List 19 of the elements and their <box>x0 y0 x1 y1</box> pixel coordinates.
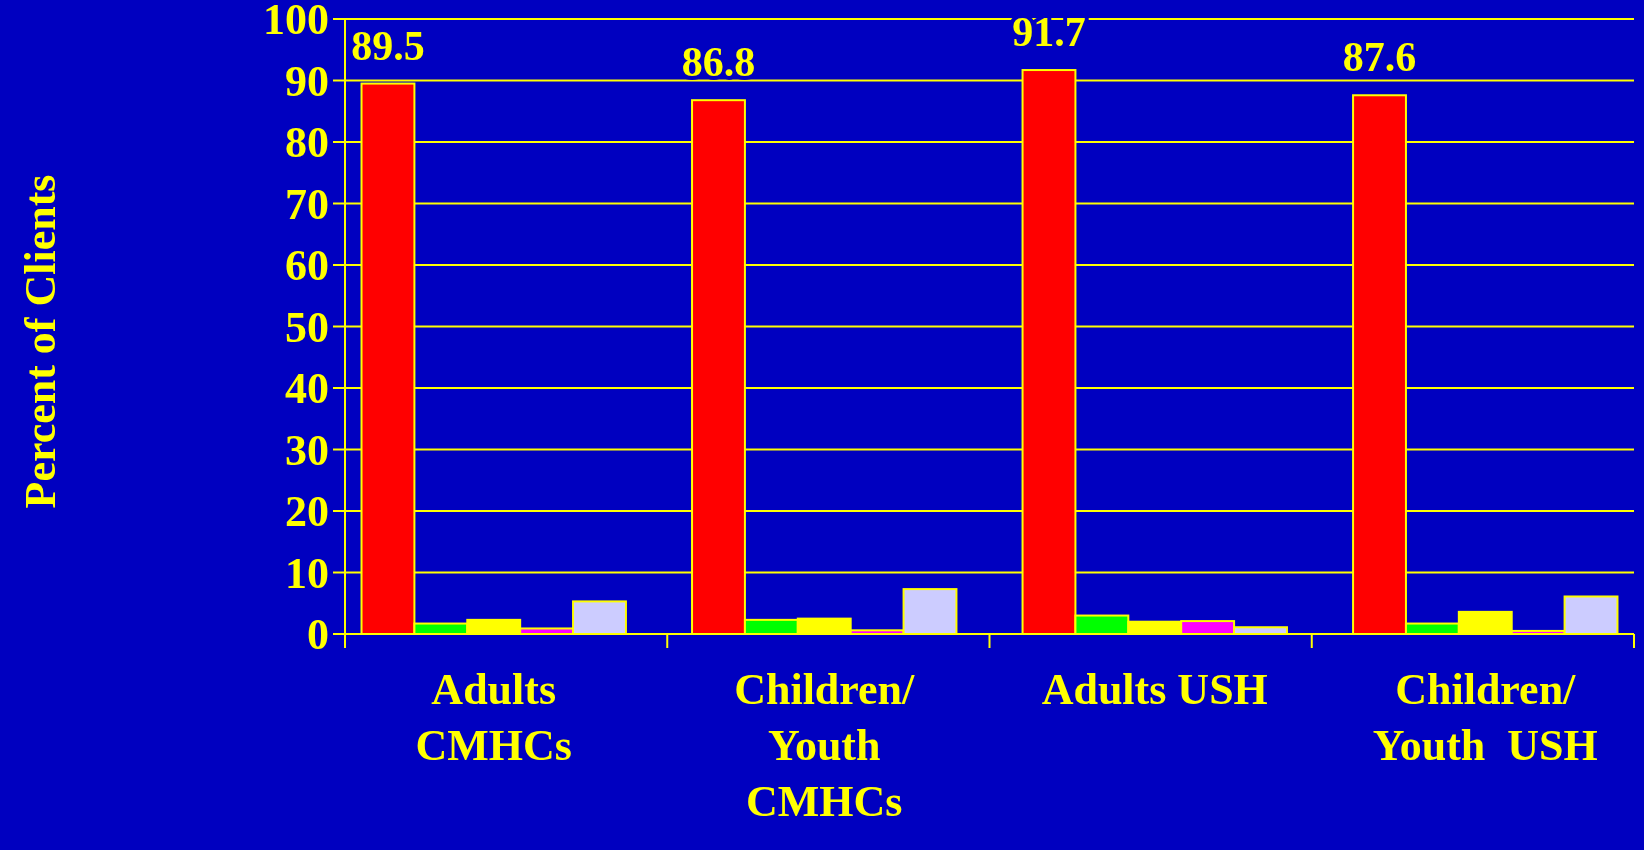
y-tick-label: 100 <box>263 0 329 45</box>
y-tick-label: 30 <box>285 425 329 475</box>
y-tick-label: 40 <box>285 364 329 414</box>
y-tick-label: 90 <box>285 56 329 106</box>
data-label: 87.6 <box>1342 34 1417 81</box>
x-tick-label: Children/ Youth USH <box>1372 665 1598 770</box>
y-tick-label: 20 <box>285 487 329 537</box>
y-axis-title: Percent of Clients <box>16 174 65 509</box>
y-tick-label: 80 <box>285 118 329 168</box>
y-tick-label: 50 <box>285 302 329 352</box>
y-tick-label: 0 <box>307 610 329 660</box>
data-label: 89.5 <box>351 22 425 69</box>
x-tick-label: Adults CMHCs <box>415 665 572 770</box>
data-label: 86.8 <box>681 39 756 86</box>
y-tick-label: 10 <box>285 548 329 598</box>
y-tick-label: 70 <box>285 179 329 229</box>
x-tick-label: Adults USH <box>1041 665 1268 714</box>
x-tick-label: Children/ Youth CMHCs <box>734 665 916 826</box>
y-tick-label: 60 <box>285 241 329 291</box>
